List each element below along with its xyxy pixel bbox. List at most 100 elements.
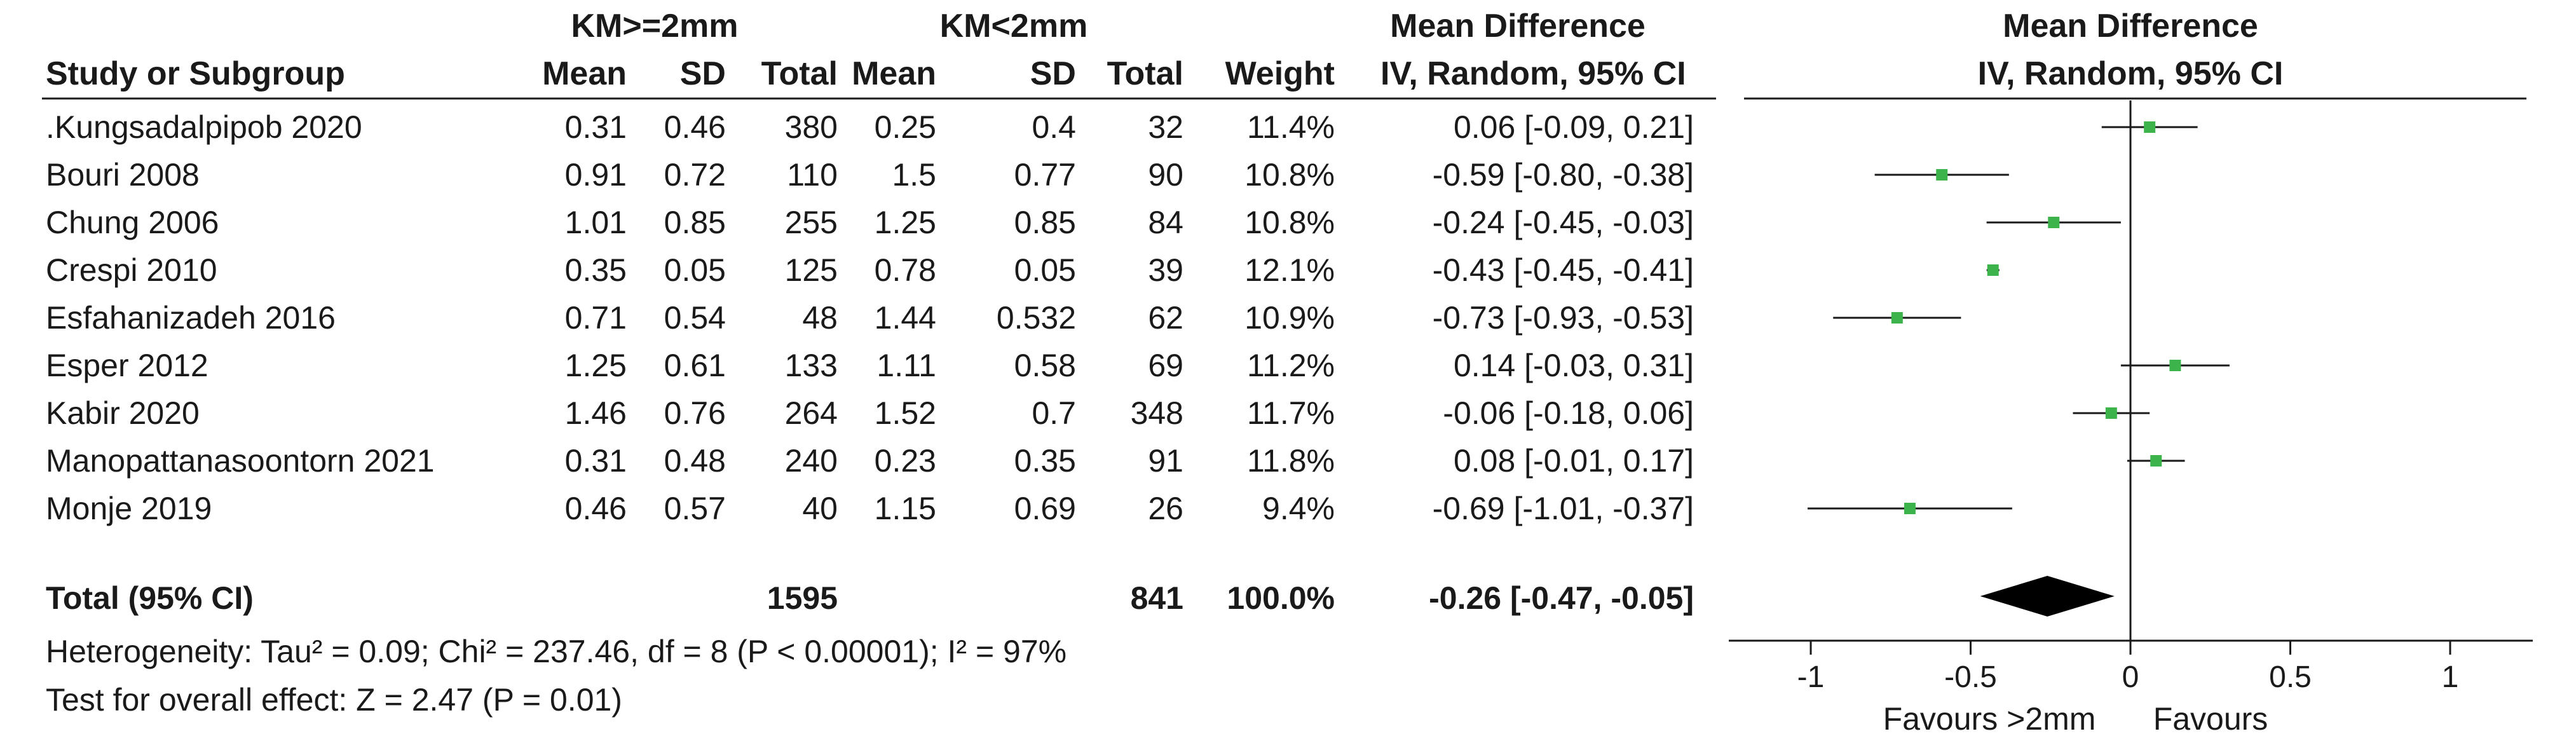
- study-c-sd: 0.85: [1014, 205, 1076, 240]
- study-e-total: 255: [785, 205, 838, 240]
- study-row: Esfahanizadeh 2016 0.71 0.54 48 1.44 0.532 62 1…: [46, 300, 1961, 336]
- total-e-total: 1595: [767, 580, 838, 616]
- point-estimate-marker: [1936, 169, 1948, 181]
- study-c-mean: 0.23: [875, 443, 936, 479]
- favours-left-label: Favours >2mm: [1883, 701, 2096, 737]
- study-e-sd: 0.46: [664, 109, 726, 145]
- study-name: Bouri 2008: [46, 157, 200, 193]
- study-c-mean: 1.44: [875, 300, 936, 336]
- point-estimate-marker: [2105, 407, 2117, 419]
- study-e-mean: 1.01: [565, 205, 627, 240]
- study-name: Esper 2012: [46, 348, 208, 383]
- study-c-sd: 0.58: [1014, 348, 1076, 383]
- study-e-sd: 0.54: [664, 300, 726, 336]
- study-ci-text: 0.08 [-0.01, 0.17]: [1454, 443, 1694, 479]
- study-e-total: 125: [785, 252, 838, 288]
- study-row: Crespi 2010 0.35 0.05 125 0.78 0.05 39 12.1% -0.…: [46, 252, 2000, 288]
- x-tick-label: 1: [2442, 660, 2459, 694]
- total-weight: 100.0%: [1227, 580, 1335, 616]
- effect-table-header: Mean Difference: [1390, 8, 1646, 44]
- study-weight: 11.8%: [1247, 443, 1335, 479]
- study-ci-text: 0.06 [-0.09, 0.21]: [1454, 109, 1694, 145]
- study-name: Manopattanasoontorn 2021: [46, 443, 435, 479]
- x-tick-label: -1: [1797, 660, 1825, 694]
- study-weight: 11.4%: [1247, 109, 1335, 145]
- study-weight: 12.1%: [1244, 252, 1335, 288]
- study-e-sd: 0.57: [664, 491, 726, 526]
- point-estimate-marker: [1891, 312, 1903, 324]
- study-e-total: 240: [785, 443, 838, 479]
- study-name: Esfahanizadeh 2016: [46, 300, 336, 336]
- experimental-group-header: KM>=2mm: [571, 8, 739, 44]
- column-header-study: Study or Subgroup: [46, 55, 345, 92]
- point-estimate-marker: [2048, 217, 2060, 228]
- study-e-sd: 0.85: [664, 205, 726, 240]
- study-e-total: 110: [787, 157, 838, 193]
- column-header-plot-effect: IV, Random, 95% CI: [1978, 55, 2284, 92]
- summary-diamond: [1980, 576, 2115, 617]
- study-e-total: 264: [785, 395, 838, 431]
- study-weight: 10.8%: [1244, 157, 1335, 193]
- study-ci-text: -0.69 [-1.01, -0.37]: [1433, 491, 1694, 526]
- total-c-total: 841: [1131, 580, 1183, 616]
- study-e-total: 133: [785, 348, 838, 383]
- study-c-mean: 0.78: [875, 252, 936, 288]
- study-name: Chung 2006: [46, 205, 219, 240]
- study-e-sd: 0.48: [664, 443, 726, 479]
- favours-right-label: Favours: [2153, 701, 2268, 737]
- study-c-sd: 0.532: [997, 300, 1076, 336]
- study-c-sd: 0.77: [1014, 157, 1076, 193]
- column-header-effect: IV, Random, 95% CI: [1380, 55, 1686, 92]
- point-estimate-marker: [2150, 455, 2162, 467]
- column-header-e-sd: SD: [680, 55, 726, 92]
- study-ci-text: -0.43 [-0.45, -0.41]: [1433, 252, 1694, 288]
- study-ci-text: 0.14 [-0.03, 0.31]: [1454, 348, 1694, 383]
- study-row: .Kungsadalpipob 2020 0.31 0.46 380 0.25 0.4 32…: [46, 109, 2198, 145]
- study-rows: .Kungsadalpipob 2020 0.31 0.46 380 0.25 0.4 32…: [46, 109, 2230, 526]
- point-estimate-marker: [1987, 264, 1999, 276]
- x-tick-label: 0: [2122, 660, 2139, 694]
- study-e-mean: 0.71: [565, 300, 627, 336]
- study-c-sd: 0.4: [1032, 109, 1076, 145]
- point-estimate-marker: [1904, 503, 1916, 514]
- point-estimate-marker: [2144, 121, 2156, 133]
- study-name: Crespi 2010: [46, 252, 217, 288]
- study-e-mean: 0.91: [565, 157, 627, 193]
- study-c-total: 62: [1148, 300, 1183, 336]
- column-header-e-mean: Mean: [542, 55, 627, 92]
- study-row: Monje 2019 0.46 0.57 40 1.15 0.69 26 9.4% -0.69 …: [46, 491, 2012, 526]
- study-weight: 10.8%: [1244, 205, 1335, 240]
- study-c-sd: 0.35: [1014, 443, 1076, 479]
- study-c-total: 69: [1148, 348, 1183, 383]
- study-e-sd: 0.76: [664, 395, 726, 431]
- study-e-mean: 1.46: [565, 395, 627, 431]
- study-name: Monje 2019: [46, 491, 212, 526]
- study-c-sd: 0.05: [1014, 252, 1076, 288]
- study-c-total: 39: [1148, 252, 1183, 288]
- study-c-mean: 0.25: [875, 109, 936, 145]
- study-row: Esper 2012 1.25 0.61 133 1.11 0.58 69 11.2% 0.14…: [46, 348, 2230, 383]
- study-e-sd: 0.05: [664, 252, 726, 288]
- study-c-sd: 0.69: [1014, 491, 1076, 526]
- study-c-sd: 0.7: [1032, 395, 1076, 431]
- study-e-mean: 0.31: [565, 443, 627, 479]
- x-tick-label: 0.5: [2269, 660, 2312, 694]
- total-row: Total (95% CI) 1595 841 100.0% -0.26 [-0…: [46, 580, 1694, 616]
- study-e-total: 48: [802, 300, 838, 336]
- study-c-total: 26: [1148, 491, 1183, 526]
- study-ci-text: -0.73 [-0.93, -0.53]: [1433, 300, 1694, 336]
- study-c-mean: 1.5: [892, 157, 936, 193]
- effect-plot-header: Mean Difference: [2003, 8, 2258, 44]
- heterogeneity-text: Heterogeneity: Tau² = 0.09; Chi² = 237.4…: [46, 634, 1067, 669]
- total-ci-text: -0.26 [-0.47, -0.05]: [1429, 580, 1694, 616]
- study-c-total: 91: [1148, 443, 1183, 479]
- study-e-mean: 1.25: [565, 348, 627, 383]
- study-e-total: 40: [802, 491, 838, 526]
- study-ci-text: -0.06 [-0.18, 0.06]: [1443, 395, 1694, 431]
- study-row: Manopattanasoontorn 2021 0.31 0.48 240 0.23 0…: [46, 443, 2185, 479]
- study-e-sd: 0.72: [664, 157, 726, 193]
- study-c-mean: 1.15: [875, 491, 936, 526]
- study-c-total: 32: [1148, 109, 1183, 145]
- study-c-mean: 1.25: [875, 205, 936, 240]
